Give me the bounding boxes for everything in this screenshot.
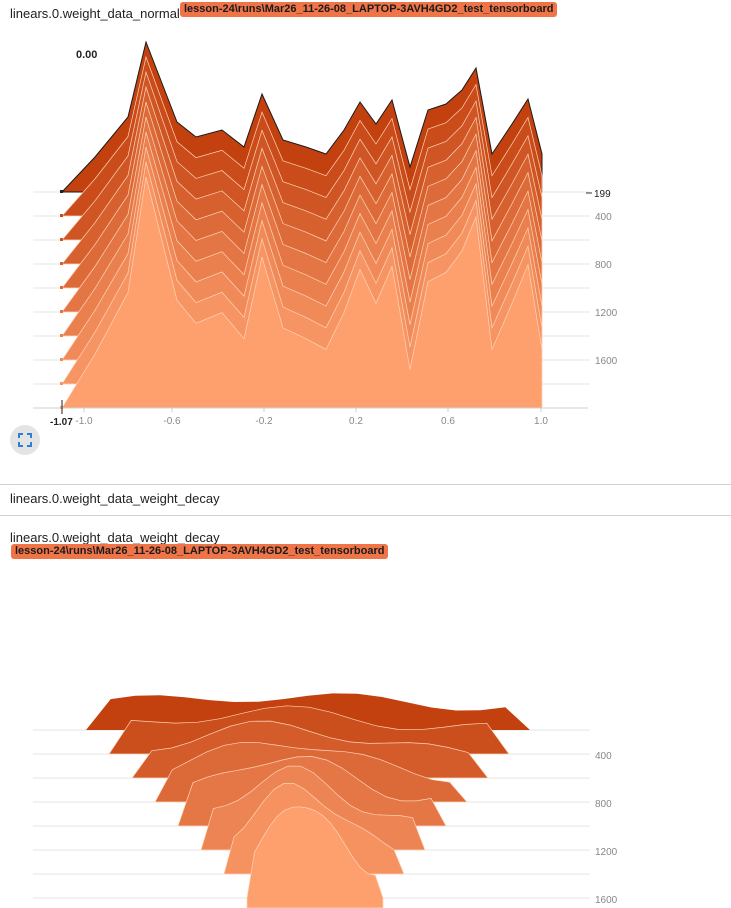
slice-marker xyxy=(60,310,63,313)
y-tick-label: 1200 xyxy=(595,847,618,858)
slice-marker xyxy=(60,214,63,217)
y-tick-label: 1200 xyxy=(595,308,618,319)
hover-value-label: 0.00 xyxy=(76,49,97,61)
slice-marker xyxy=(60,334,63,337)
slice-marker xyxy=(60,382,63,385)
y-tick-label: 800 xyxy=(595,260,612,271)
histogram-slice xyxy=(246,806,384,908)
divider xyxy=(0,484,731,485)
y-tick-label: 1600 xyxy=(595,895,618,906)
group-header[interactable]: linears.0.weight_data_weight_decay xyxy=(10,491,220,506)
y-tick-label: 400 xyxy=(595,751,612,762)
histogram-card-weight-decay: linears.0.weight_data_weight_decay lesso… xyxy=(0,484,731,908)
expand-chart-button[interactable] xyxy=(10,425,40,455)
y-tick-label: 1600 xyxy=(595,356,618,367)
histogram-chart[interactable]: -1.0 -0.6 -0.2 0.2 0.6 1.0 400 800 1200 1600 0.0… xyxy=(0,0,731,430)
fullscreen-icon xyxy=(18,433,32,447)
hover-step-label: 199 xyxy=(594,189,611,200)
x-tick-label: -0.2 xyxy=(255,416,273,427)
divider xyxy=(0,515,731,516)
histogram-slice xyxy=(61,176,543,409)
x-tick-label: 0.2 xyxy=(349,416,363,427)
run-badge[interactable]: lesson-24\runs\Mar26_11-26-08_LAPTOP-3AV… xyxy=(11,544,389,559)
x-tick-label: 1.0 xyxy=(534,416,548,427)
slice-marker xyxy=(60,358,63,361)
y-tick-label: 800 xyxy=(595,799,612,810)
histogram-card-weight-normal: linears.0.weight_data_normal lesson-24\r… xyxy=(0,0,731,455)
x-tick-label: -0.6 xyxy=(163,416,181,427)
chart-title: linears.0.weight_data_normal xyxy=(10,6,180,21)
chart-title: linears.0.weight_data_weight_decay xyxy=(10,530,220,545)
hover-x-label: -1.07 xyxy=(50,417,73,428)
slice-marker xyxy=(60,262,63,265)
slice-marker xyxy=(60,190,63,193)
slice-marker xyxy=(60,238,63,241)
run-badge[interactable]: lesson-24\runs\Mar26_11-26-08_LAPTOP-3AV… xyxy=(180,2,558,17)
histogram-chart[interactable]: 400 800 1200 1600 xyxy=(0,484,731,908)
slice-marker xyxy=(60,286,63,289)
x-tick-label: -1.0 xyxy=(75,416,93,427)
x-tick-label: 0.6 xyxy=(441,416,455,427)
y-tick-label: 400 xyxy=(595,212,612,223)
